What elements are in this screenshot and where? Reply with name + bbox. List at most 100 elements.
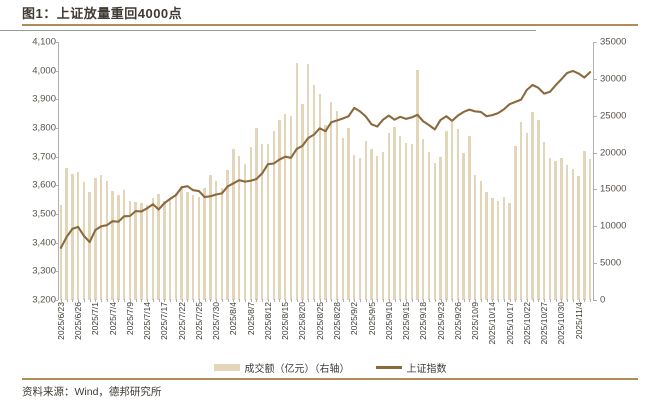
bar-volume (364, 140, 367, 300)
x-axis-tick-label: 2025/9/18 (418, 302, 429, 340)
y-axis-left-tick-label: 3,800 (32, 122, 56, 134)
x-axis-tick-mark (78, 299, 80, 302)
bar-volume (284, 113, 287, 300)
x-axis-tick-mark (434, 299, 436, 302)
bar-volume (399, 135, 402, 300)
x-axis-tick-mark (221, 299, 223, 302)
bar-volume (548, 157, 552, 300)
bar-volume (261, 143, 264, 300)
bar-volume (289, 116, 293, 300)
x-axis-tick-label: 2025/7/30 (211, 302, 222, 340)
x-axis-tick-mark (135, 299, 137, 302)
x-axis-tick-mark (72, 299, 74, 302)
bar-volume (439, 157, 442, 300)
x-axis-tick-mark (152, 299, 154, 302)
x-axis-tick-mark (95, 299, 97, 302)
chart-plot-area: 3,200 3,300 3,400 3,500 3,600 3,700 3,800 3,900… (0, 30, 660, 306)
bar-volume (266, 143, 270, 300)
x-axis-tick-mark (187, 299, 189, 302)
x-axis-tick-mark (572, 299, 574, 302)
x-axis-tick-mark (290, 299, 292, 302)
footer-divider (22, 378, 638, 380)
legend-swatch-bar-icon (213, 363, 240, 371)
bar-volume (65, 168, 68, 300)
y-axis-left-tick-mark (54, 242, 58, 244)
x-axis-tick-mark (538, 299, 540, 302)
y-axis-left-tick-label: 3,900 (32, 93, 56, 105)
x-axis-tick-mark (417, 299, 419, 302)
bar-volume (232, 148, 235, 300)
bar-volume (145, 204, 149, 300)
bar-volume (450, 122, 454, 300)
bar-volume (122, 190, 126, 300)
bar-volume (496, 200, 500, 300)
y-axis-right-tick-mark (593, 42, 597, 43)
y-axis-left-line (58, 42, 59, 300)
bar-volume (318, 93, 321, 300)
x-axis-tick-label: 2025/9/15 (401, 302, 412, 340)
x-axis-tick-mark (486, 299, 488, 302)
x-axis-tick-mark (492, 299, 494, 302)
bar-volume (197, 196, 201, 300)
x-axis-tick-mark (141, 299, 143, 302)
y-axis-left-tick-mark (54, 214, 58, 215)
x-axis-tick-label: 2025/10/17 (504, 302, 515, 345)
bar-volume (341, 137, 344, 300)
bar-volume (71, 173, 74, 300)
x-axis-tick-label: 2025/9/23 (435, 302, 446, 340)
bar-volume (335, 111, 339, 300)
bar-volume (347, 127, 350, 300)
x-axis-tick-mark (388, 299, 390, 302)
y-axis-left-tick-mark (54, 42, 58, 43)
bar-volume (324, 124, 327, 300)
y-axis-right-tick-mark (593, 189, 597, 191)
x-axis-tick-mark (262, 299, 264, 302)
y-axis-left-tick-mark (54, 99, 58, 101)
y-axis-left-tick-label: 3,700 (32, 151, 56, 163)
legend-swatch-line-icon (375, 365, 402, 369)
chart-legend: 成交额（亿元）（右轴） 上证指数 (0, 358, 660, 376)
bar-volume (255, 127, 258, 300)
bar-volume (508, 203, 511, 300)
x-axis-tick-label: 2025/10/30 (556, 302, 567, 345)
x-axis-tick-label: 2025/10/14 (487, 302, 498, 345)
bar-volume (151, 198, 155, 300)
y-axis-right-tick-label: 35000 (600, 36, 627, 48)
x-axis-tick-mark (124, 299, 126, 302)
y-axis-left-tick-label: 3,200 (32, 294, 56, 306)
bar-volume (416, 70, 419, 300)
x-axis-tick-label: 2025/8/28 (332, 302, 342, 340)
x-axis-tick-mark (383, 299, 385, 302)
bar-volume (174, 193, 178, 300)
bar-volume (410, 144, 413, 300)
y-axis-left-tick-mark (54, 156, 58, 158)
bar-volume (209, 175, 212, 300)
x-axis-tick-mark (233, 299, 235, 302)
x-axis-tick-mark (394, 299, 396, 302)
x-axis-tick-mark (112, 299, 114, 302)
x-axis-tick-mark (452, 299, 454, 302)
x-axis-tick-mark (129, 299, 131, 302)
bar-volume (226, 170, 229, 300)
x-axis-tick-mark (544, 299, 546, 302)
y-axis-right-tick-mark (593, 300, 597, 301)
legend-item-index: 上证指数 (375, 360, 447, 375)
bar-volume (76, 172, 80, 300)
bar-volume (59, 204, 63, 300)
bar-volume (203, 187, 206, 300)
bar-volume (531, 112, 534, 300)
bar-volume (272, 131, 275, 300)
x-axis-tick-mark (423, 299, 425, 302)
x-axis-tick-label: 2025/10/27 (539, 302, 550, 345)
x-axis-tick-mark (503, 299, 505, 302)
bar-volume (128, 201, 132, 300)
y-axis-right-tick-label: 20000 (600, 147, 627, 159)
x-axis-tick-mark (198, 299, 200, 302)
x-axis-tick-mark (227, 299, 229, 302)
x-axis-tick-label: 2025/7/4 (107, 302, 118, 336)
x-axis-labels: 2025/6/23 2025/6/26 2025/7/1 2025/7/4 2025/7… (0, 299, 660, 360)
x-axis-tick-mark (308, 299, 310, 302)
bar-volume (422, 138, 425, 300)
x-axis-tick-mark (498, 299, 500, 302)
line-series-index (59, 69, 592, 249)
